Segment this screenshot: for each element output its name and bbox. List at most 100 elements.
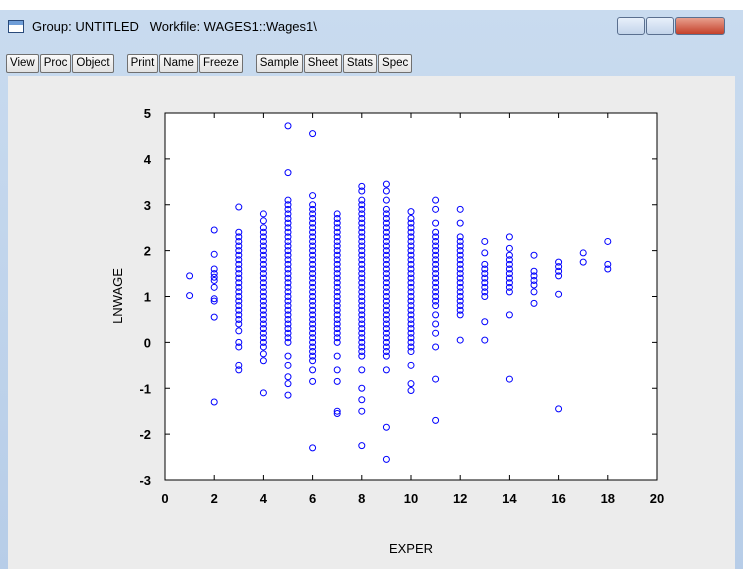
point: [456, 260, 464, 268]
point: [358, 219, 366, 227]
point: [432, 237, 440, 245]
toolbar-button[interactable]: Spec: [378, 54, 413, 73]
toolbar-button[interactable]: Freeze: [198, 54, 243, 73]
point: [333, 288, 341, 296]
toolbar-button[interactable]: Name: [159, 54, 198, 73]
close-button[interactable]: [675, 17, 725, 35]
point: [358, 274, 366, 282]
title-bar: Group: UNTITLED Workfile: WAGES1::Wages1…: [0, 10, 743, 44]
point: [210, 273, 218, 281]
point: [333, 366, 341, 374]
point: [284, 315, 292, 323]
point: [259, 224, 267, 232]
toolbar-button[interactable]: Object: [72, 54, 114, 73]
point: [210, 265, 218, 273]
point: [309, 228, 317, 236]
point: [407, 270, 415, 278]
y-tick-label: 2: [144, 244, 151, 259]
point: [432, 256, 440, 264]
point: [481, 265, 489, 273]
point: [432, 375, 440, 383]
point: [358, 196, 366, 204]
point: [382, 283, 390, 291]
point: [259, 247, 267, 255]
minimize-button[interactable]: [617, 17, 645, 35]
point: [505, 375, 513, 383]
point: [358, 247, 366, 255]
toolbar-button[interactable]: Stats: [342, 54, 378, 73]
point: [284, 233, 292, 241]
point: [309, 274, 317, 282]
point: [259, 260, 267, 268]
point: [259, 237, 267, 245]
point: [235, 366, 243, 374]
point: [333, 409, 341, 417]
point: [432, 297, 440, 305]
point: [259, 279, 267, 287]
point: [309, 205, 317, 213]
point: [358, 306, 366, 314]
point: [481, 336, 489, 344]
point: [407, 251, 415, 259]
point: [382, 187, 390, 195]
toolbar-button[interactable]: View: [6, 54, 39, 73]
point: [259, 233, 267, 241]
y-tick-label: 3: [144, 198, 151, 213]
toolbar-button[interactable]: Proc: [39, 54, 72, 73]
point: [456, 242, 464, 250]
point: [407, 208, 415, 216]
point: [284, 293, 292, 300]
point: [309, 224, 317, 232]
point: [456, 270, 464, 278]
point: [284, 288, 292, 296]
point: [407, 325, 415, 333]
point: [358, 279, 366, 287]
point: [382, 205, 390, 213]
point: [309, 320, 317, 328]
point: [259, 228, 267, 236]
point: [407, 348, 415, 356]
point: [235, 237, 243, 245]
point: [333, 377, 341, 385]
point: [235, 270, 243, 278]
point: [382, 247, 390, 255]
point: [481, 283, 489, 291]
toolbar-button[interactable]: Sheet: [303, 54, 342, 73]
point: [284, 270, 292, 278]
point: [382, 233, 390, 241]
y-tick-label: 0: [144, 335, 151, 350]
point: [259, 265, 267, 273]
point: [505, 251, 513, 259]
point: [235, 228, 243, 236]
point: [358, 283, 366, 291]
plot-frame: [164, 112, 658, 481]
point: [407, 233, 415, 241]
point: [456, 306, 464, 314]
point: [333, 265, 341, 273]
point: [235, 203, 243, 211]
point: [358, 343, 366, 351]
y-tick-label: -2: [139, 427, 151, 442]
point: [456, 288, 464, 296]
point: [309, 288, 317, 296]
point: [309, 311, 317, 319]
point: [432, 251, 440, 259]
point: [259, 217, 267, 225]
point: [284, 311, 292, 319]
point: [358, 293, 366, 300]
toolbar: View Proc Object Print Name Freeze Sample Sheet…: [6, 54, 413, 74]
point: [407, 237, 415, 245]
point: [456, 233, 464, 241]
point: [432, 288, 440, 296]
point: [235, 288, 243, 296]
point: [505, 244, 513, 252]
point: [284, 380, 292, 388]
point: [333, 224, 341, 232]
point: [235, 247, 243, 255]
maximize-button[interactable]: [646, 17, 674, 35]
point: [309, 210, 317, 218]
toolbar-button[interactable]: Sample: [255, 54, 303, 73]
toolbar-button[interactable]: Print: [126, 54, 159, 73]
point: [309, 201, 317, 209]
y-tick-label: 1: [144, 290, 151, 305]
